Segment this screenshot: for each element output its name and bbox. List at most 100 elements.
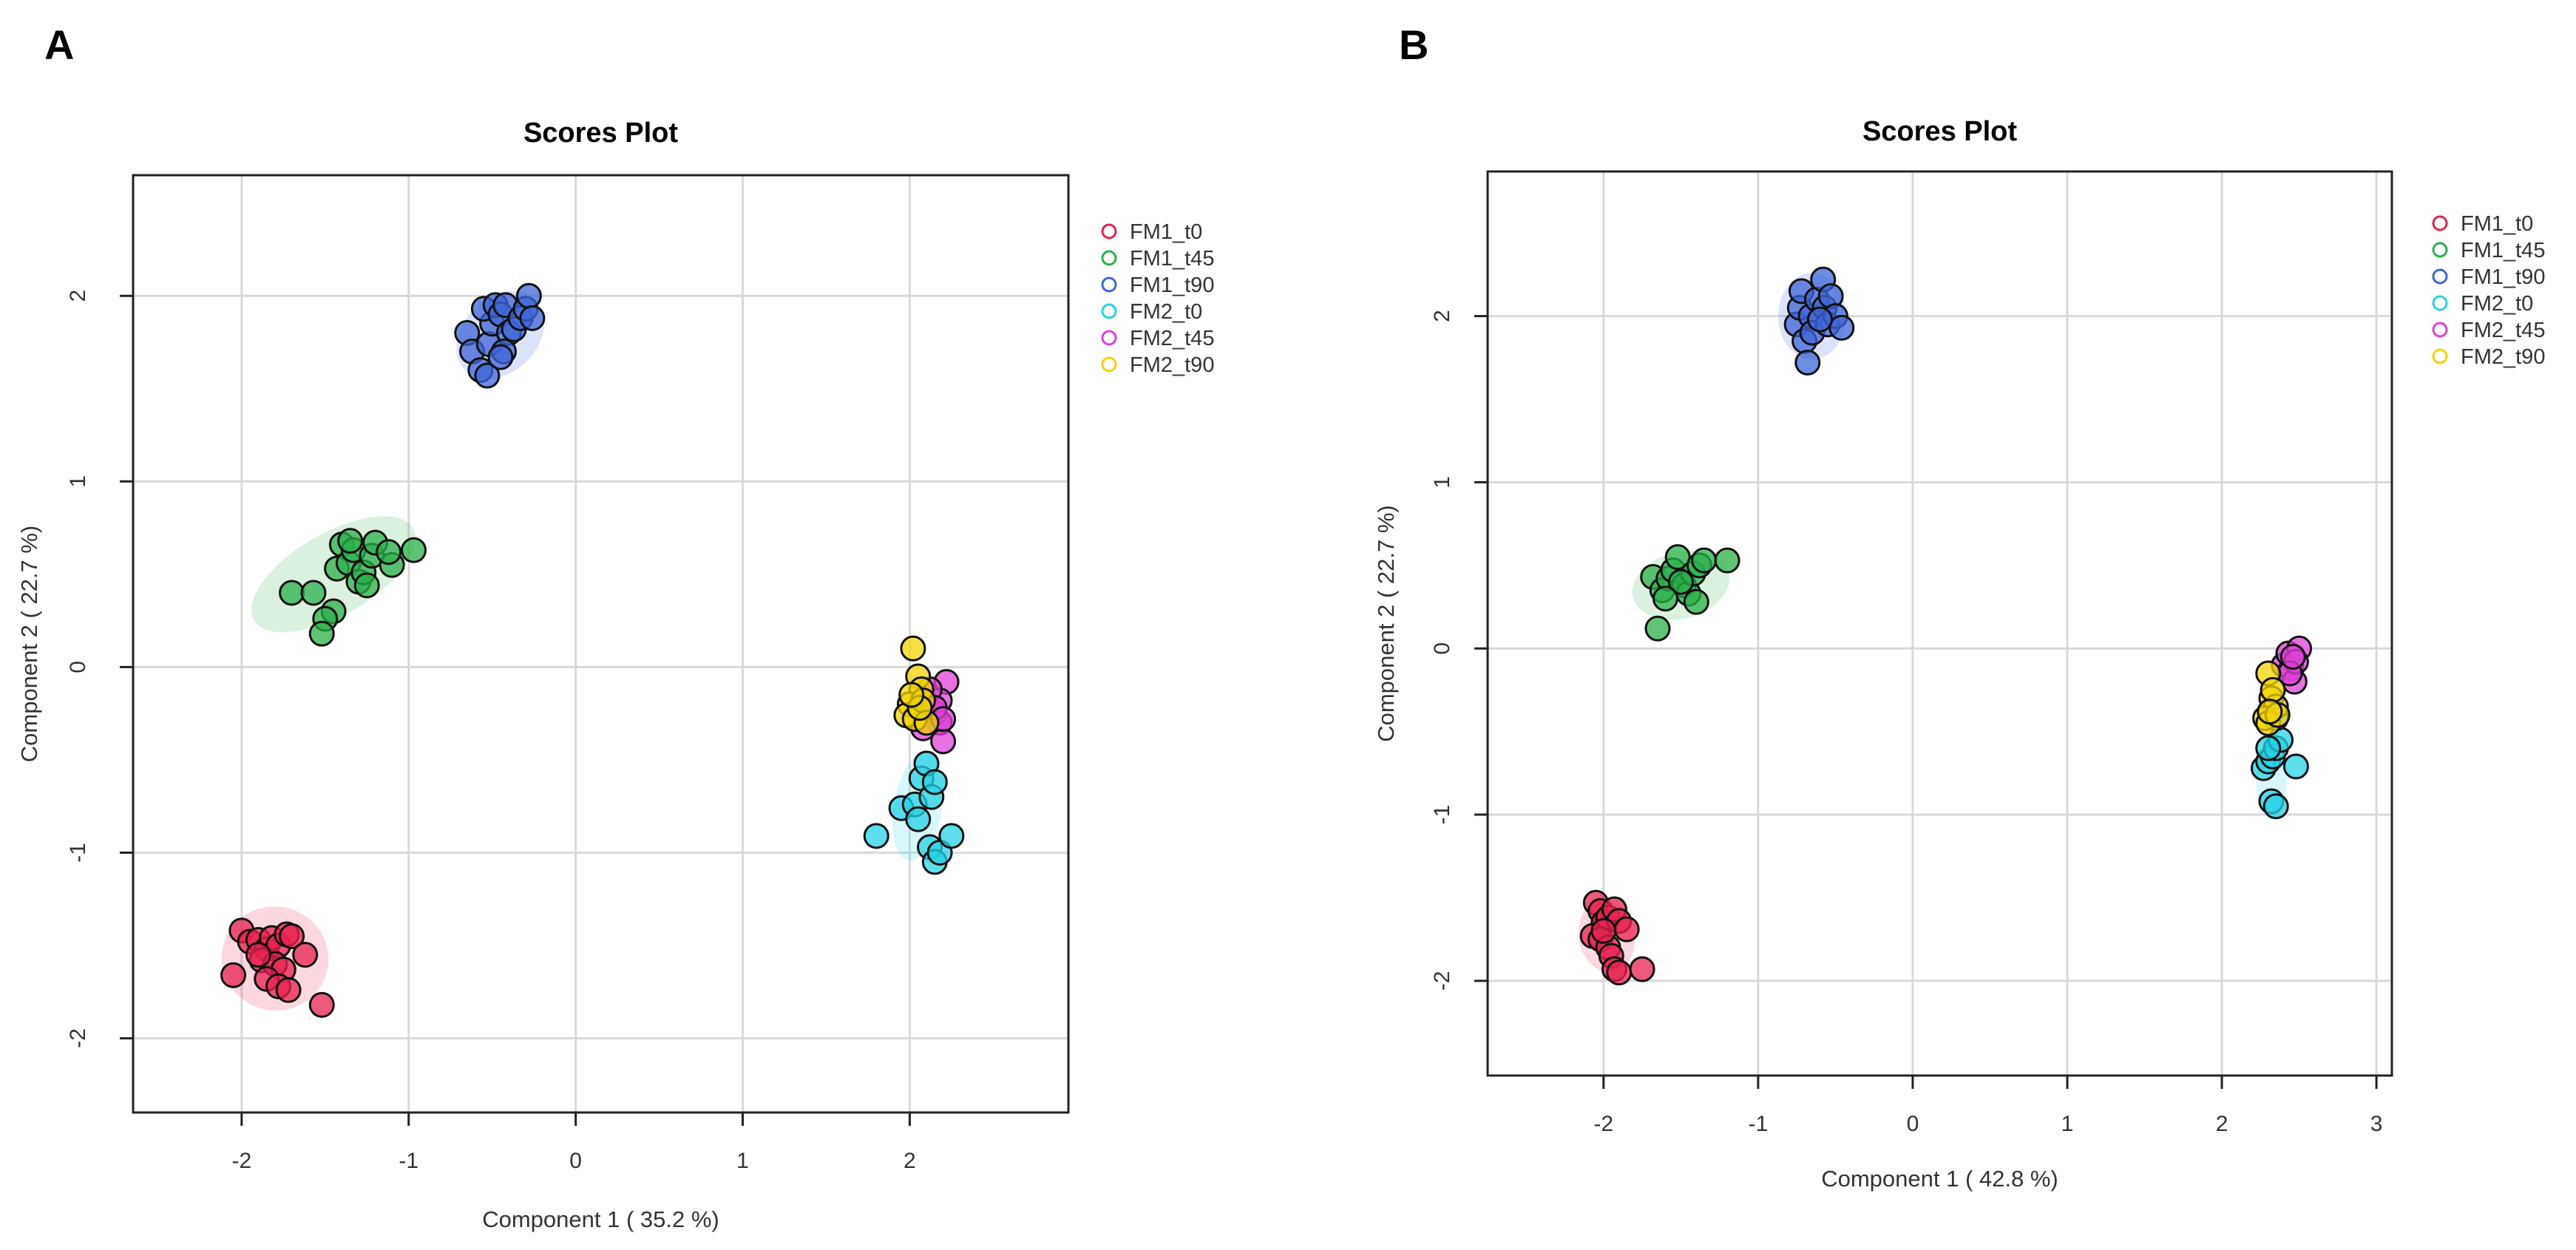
legend-label-fm1-t90: FM1_t90 <box>1130 274 1214 297</box>
legend-marker-fm2-t0 <box>1101 303 1117 319</box>
legend-label-fm2-t90: FM2_t90 <box>2461 345 2545 369</box>
legend-marker-fm2-t90 <box>2432 348 2448 364</box>
point-fm1-t90 <box>1794 350 1821 376</box>
point-fm1-t90 <box>1806 306 1833 333</box>
x-tick-label: 3 <box>2370 1112 2383 1136</box>
point-fm1-t0 <box>279 923 305 949</box>
point-fm1-t45 <box>1683 588 1709 615</box>
point-fm2-t90 <box>900 635 926 662</box>
point-fm2-t90 <box>2260 676 2286 703</box>
x-tick-label: -2 <box>231 1149 251 1173</box>
point-fm2-t90 <box>898 682 925 708</box>
x-tick-label: 1 <box>2061 1112 2074 1136</box>
x-tick-label: -1 <box>399 1149 418 1173</box>
legend-label-fm2-t0: FM2_t0 <box>2461 292 2533 316</box>
point-fm1-t0 <box>292 942 319 968</box>
point-fm1-t90 <box>474 362 501 389</box>
chart-title: Scores Plot <box>1862 116 2017 147</box>
x-axis-label: Component 1 ( 42.8 %) <box>1821 1166 2058 1192</box>
y-axis-label: Component 2 ( 22.7 %) <box>16 526 42 763</box>
point-fm1-t45 <box>279 580 305 606</box>
point-fm2-t0 <box>921 769 948 795</box>
point-fm1-t0 <box>245 942 271 968</box>
panel-letter-a: A <box>44 21 74 68</box>
point-fm1-t0 <box>1613 916 1640 942</box>
point-fm1-t0 <box>1606 959 1633 986</box>
legend-label-fm1-t45: FM1_t45 <box>2461 239 2545 262</box>
legend-label-fm2-t90: FM2_t90 <box>1130 353 1214 377</box>
point-fm1-t45 <box>1644 615 1671 642</box>
point-fm2-t90 <box>2257 699 2283 725</box>
x-tick-label: 1 <box>736 1149 749 1173</box>
x-tick-label: 2 <box>904 1149 916 1173</box>
point-fm1-t45 <box>337 528 364 554</box>
point-fm1-t45 <box>1691 547 1718 574</box>
legend-marker-fm2-t0 <box>2432 295 2448 311</box>
point-fm1-t45 <box>376 539 402 565</box>
legend-marker-fm2-t90 <box>1101 356 1117 373</box>
scores-plot-panel-a: -2 -1 0 1 2 -2 -1 0 1 2 Scores Plot Component 1 ( 3… <box>16 118 1214 1232</box>
legend-marker-fm1-t45 <box>2432 242 2448 258</box>
chart-title: Scores Plot <box>523 118 678 149</box>
point-fm1-t45 <box>1652 585 1678 612</box>
legend-marker-fm1-t0 <box>1101 223 1117 240</box>
y-tick-label: 2 <box>66 290 90 302</box>
legend-marker-fm2-t45 <box>1101 330 1117 346</box>
x-tick-label: -2 <box>1593 1112 1613 1136</box>
point-fm1-t90 <box>519 305 546 331</box>
y-tick-label: -1 <box>66 843 90 863</box>
point-fm2-t0 <box>2282 753 2309 780</box>
legend-label-fm1-t0: FM1_t0 <box>2461 212 2533 236</box>
x-tick-label: 0 <box>1907 1112 1919 1136</box>
y-axis-label: Component 2 ( 22.7 %) <box>1373 505 1399 742</box>
y-tick-label: 2 <box>1430 310 1454 322</box>
plot-frame <box>1486 170 2393 1077</box>
point-fm1-t45 <box>300 580 327 606</box>
x-axis-label: Component 1 ( 35.2 %) <box>482 1206 719 1232</box>
point-fm1-t45 <box>1714 547 1741 574</box>
legend-marker-fm1-t0 <box>2432 215 2448 231</box>
point-fm1-t45 <box>353 572 380 599</box>
legend-marker-fm1-t45 <box>1101 250 1117 266</box>
point-fm1-t0 <box>275 976 302 1003</box>
legend-marker-fm1-t90 <box>2432 268 2448 285</box>
point-fm1-t45 <box>308 620 335 647</box>
scores-plot-panel-b: -2 -1 0 1 2 3 -2 -1 0 1 2 Scores Plot Component 1 ( … <box>1373 116 2545 1192</box>
legend-marker-fm1-t90 <box>1101 276 1117 293</box>
point-fm1-t90 <box>1828 314 1855 341</box>
point-fm1-t90 <box>487 344 514 370</box>
y-tick-label: 0 <box>1430 642 1454 655</box>
point-fm2-t45 <box>2280 643 2306 670</box>
panel-letter-b: B <box>1399 21 1428 68</box>
point-fm2-t0 <box>905 806 932 832</box>
legend-label-fm2-t45: FM2_t45 <box>1130 327 1214 350</box>
legend-marker-fm2-t45 <box>2432 322 2448 338</box>
point-fm1-t0 <box>308 991 335 1018</box>
point-fm2-t0 <box>2255 735 2282 761</box>
legend-label-fm1-t45: FM1_t45 <box>1130 247 1214 271</box>
x-tick-label: 2 <box>2216 1112 2228 1136</box>
point-fm1-t0 <box>1629 956 1655 982</box>
point-fm1-t0 <box>1590 917 1617 944</box>
legend-label-fm2-t0: FM2_t0 <box>1130 300 1202 324</box>
point-fm1-t90 <box>515 282 542 309</box>
y-tick-label: -2 <box>66 1028 90 1048</box>
legend-label-fm1-t90: FM1_t90 <box>2461 265 2545 289</box>
point-fm2-t0 <box>938 823 965 849</box>
y-tick-label: -1 <box>1430 805 1454 825</box>
y-tick-label: 1 <box>66 475 90 488</box>
y-tick-label: 1 <box>1430 476 1454 489</box>
point-fm1-t45 <box>1667 568 1694 595</box>
legend-label-fm2-t45: FM2_t45 <box>2461 319 2545 342</box>
x-tick-label: 0 <box>569 1149 582 1173</box>
point-fm1-t0 <box>220 962 247 988</box>
point-fm2-t0 <box>2263 793 2289 820</box>
point-fm1-t45 <box>401 537 427 563</box>
y-tick-label: -2 <box>1430 971 1454 991</box>
y-tick-label: 0 <box>66 661 90 673</box>
x-tick-label: -1 <box>1749 1112 1769 1136</box>
plot-frame <box>132 174 1070 1114</box>
legend-label-fm1-t0: FM1_t0 <box>1130 220 1202 244</box>
point-fm2-t0 <box>863 823 889 849</box>
